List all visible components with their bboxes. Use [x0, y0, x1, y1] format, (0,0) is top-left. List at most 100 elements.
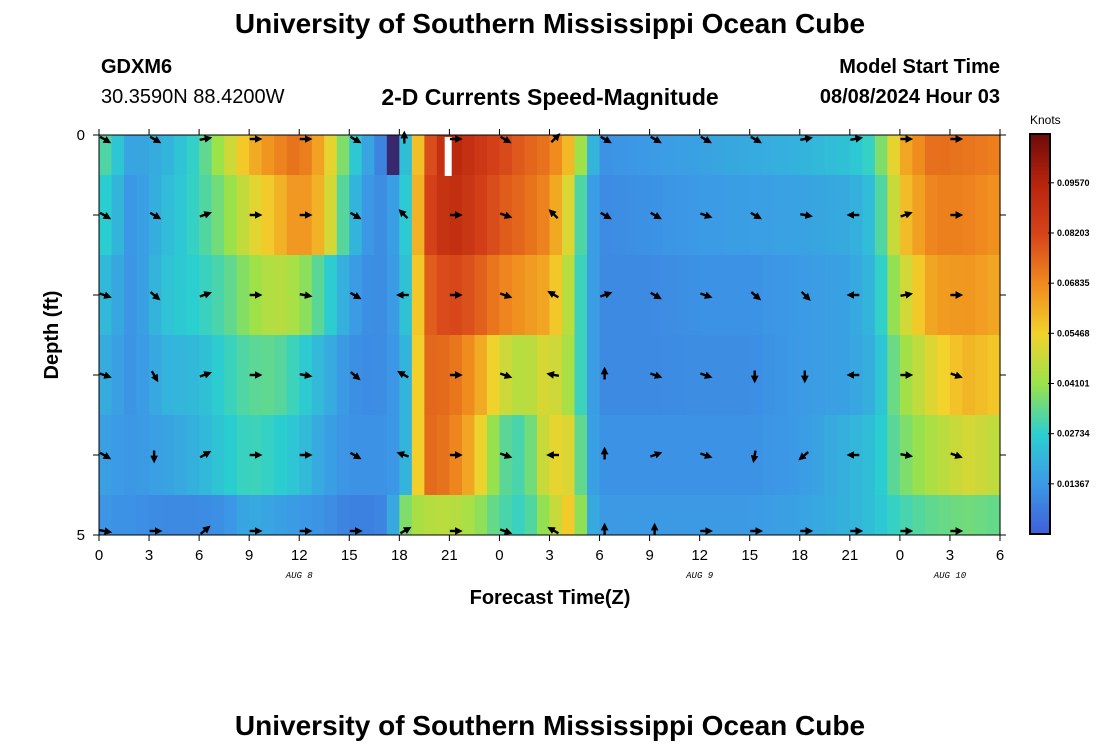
- heatmap-cell: [212, 495, 225, 535]
- heatmap-cell: [725, 135, 738, 175]
- heatmap-cell: [725, 335, 738, 415]
- heatmap-cell: [149, 335, 162, 415]
- heatmap-cell: [675, 255, 688, 335]
- heatmap-cell: [199, 135, 212, 175]
- heatmap-cell: [862, 175, 875, 255]
- date-label: AUG 9: [685, 571, 714, 581]
- heatmap-cell: [424, 255, 437, 335]
- heatmap-cell: [299, 495, 312, 535]
- heatmap-cell: [837, 495, 850, 535]
- heatmap-cell: [825, 255, 838, 335]
- heatmap-cell: [174, 135, 187, 175]
- heatmap-cell: [575, 335, 588, 415]
- heatmap-cell: [287, 335, 300, 415]
- x-tick-label: 9: [645, 547, 653, 564]
- heatmap-cell: [124, 495, 137, 535]
- heatmap-cell: [612, 335, 625, 415]
- heatmap-cell: [787, 335, 800, 415]
- heatmap-cell: [912, 495, 925, 535]
- heatmap-cell: [274, 495, 287, 535]
- heatmap-cell: [962, 175, 975, 255]
- heatmap-cell: [237, 495, 250, 535]
- heatmap-cell: [462, 255, 475, 335]
- heatmap-cell: [212, 135, 225, 175]
- heatmap-cell: [737, 335, 750, 415]
- heatmap-cell: [675, 135, 688, 175]
- heatmap-cell: [825, 495, 838, 535]
- heatmap-cell: [474, 335, 487, 415]
- heatmap-cell: [712, 335, 725, 415]
- heatmap-cell: [374, 495, 387, 535]
- heatmap-cell: [887, 175, 900, 255]
- heatmap-cell: [487, 495, 500, 535]
- heatmap-cell: [412, 255, 425, 335]
- heatmap-cell: [762, 175, 775, 255]
- heatmap-cell: [487, 415, 500, 495]
- heatmap-cell: [862, 255, 875, 335]
- heatmap-cell: [625, 175, 638, 255]
- heatmap-cell: [712, 495, 725, 535]
- missing-data-mark: [445, 137, 452, 176]
- heatmap-cell: [262, 415, 275, 495]
- heatmap-cell: [737, 175, 750, 255]
- heatmap-cell: [912, 135, 925, 175]
- heatmap-cell: [687, 175, 700, 255]
- x-tick-label: 12: [691, 547, 708, 564]
- heatmap-cell: [900, 495, 913, 535]
- heatmap-cell: [287, 175, 300, 255]
- heatmap-cell: [174, 495, 187, 535]
- heatmap-cell: [712, 175, 725, 255]
- heatmap-cell: [424, 175, 437, 255]
- heatmap-cell: [537, 255, 550, 335]
- heatmap-cell: [412, 335, 425, 415]
- heatmap-cell: [274, 255, 287, 335]
- heatmap-cell: [837, 255, 850, 335]
- heatmap-cell: [612, 495, 625, 535]
- heatmap-cell: [875, 175, 888, 255]
- heatmap-cell: [374, 135, 387, 175]
- heatmap-cell: [600, 495, 613, 535]
- current-vector: [901, 454, 910, 456]
- heatmap-cells: [99, 135, 1001, 535]
- current-vector: [800, 138, 809, 140]
- heatmap-cell: [862, 135, 875, 175]
- heatmap-cell: [337, 495, 350, 535]
- heatmap-cell: [512, 495, 525, 535]
- heatmap-cell: [324, 175, 337, 255]
- heatmap-cell: [124, 415, 137, 495]
- heatmap-cell: [637, 415, 650, 495]
- heatmap-cell: [212, 175, 225, 255]
- heatmap-cell: [374, 255, 387, 335]
- heatmap-cell: [512, 415, 525, 495]
- x-tick-label: 6: [195, 547, 203, 564]
- colorbar-tick-label: 0.06835: [1057, 278, 1090, 288]
- heatmap-cell: [937, 335, 950, 415]
- heatmap-cell: [512, 335, 525, 415]
- heatmap-cell: [212, 415, 225, 495]
- heatmap-cell: [762, 255, 775, 335]
- heatmap-cell: [700, 495, 713, 535]
- heatmap-cell: [587, 495, 600, 535]
- heatmap-cell: [662, 175, 675, 255]
- heatmap-cell: [775, 335, 788, 415]
- heatmap-cell: [812, 135, 825, 175]
- heatmap-cell: [274, 415, 287, 495]
- heatmap-cell: [812, 175, 825, 255]
- heatmap-cell: [287, 415, 300, 495]
- heatmap-cell: [387, 495, 400, 535]
- heatmap-cell: [862, 495, 875, 535]
- heatmap-cell: [462, 135, 475, 175]
- colorbar-tick-label: 0.01367: [1057, 479, 1090, 489]
- heatmap-cell: [312, 255, 325, 335]
- heatmap-cell: [887, 495, 900, 535]
- heatmap-cell: [112, 135, 125, 175]
- heatmap-cell: [975, 175, 988, 255]
- heatmap-cell: [762, 495, 775, 535]
- x-tick-label: 0: [495, 547, 503, 564]
- heatmap-cell: [737, 495, 750, 535]
- heatmap-cell: [412, 175, 425, 255]
- heatmap-cell: [462, 175, 475, 255]
- heatmap-cell: [137, 415, 150, 495]
- heatmap-cell: [875, 335, 888, 415]
- heatmap-cell: [775, 175, 788, 255]
